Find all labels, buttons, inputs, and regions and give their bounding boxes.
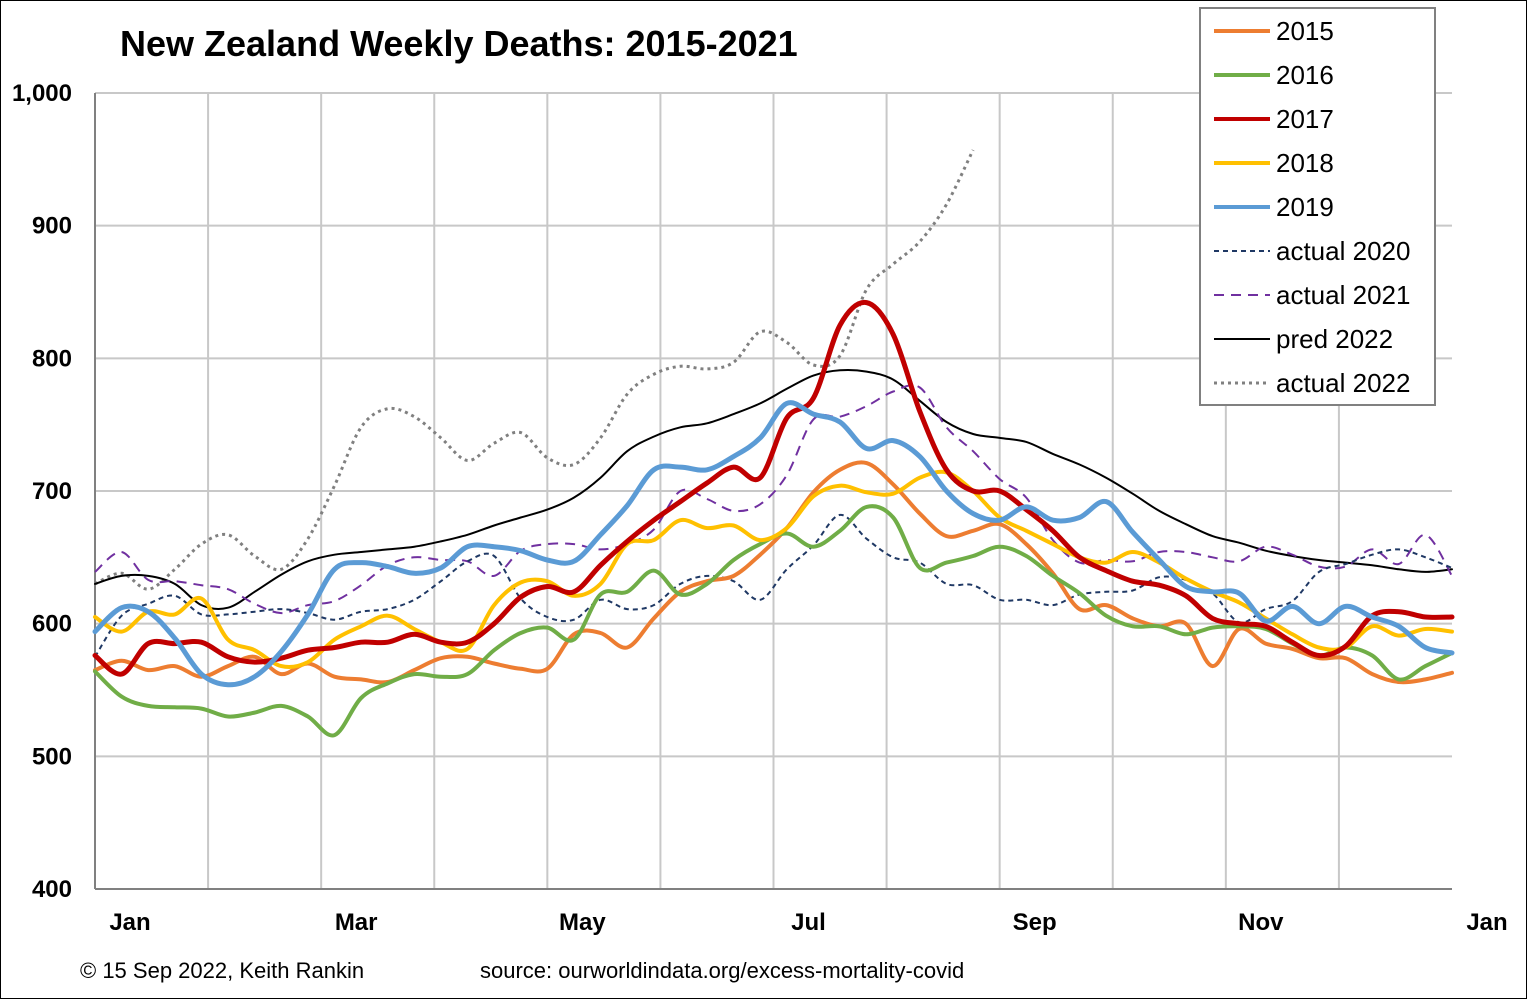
y-axis-ticks: 400 500 600 700 800 900 1,000	[12, 80, 72, 903]
series-line-2018	[93, 469, 1454, 669]
series-line-2019	[92, 400, 1455, 688]
legend-label: 2019	[1276, 192, 1334, 222]
series-line-pred-2022	[94, 368, 1453, 610]
x-tick-label: Mar	[335, 909, 378, 936]
chart-title: New Zealand Weekly Deaths: 2015-2021	[120, 23, 798, 64]
y-tick-label: 1,000	[12, 80, 72, 107]
series-line-2017	[92, 299, 1455, 677]
y-tick-label: 600	[32, 611, 72, 638]
legend-label: 2017	[1276, 104, 1334, 134]
footer-copyright: © 15 Sep 2022, Keith Rankin	[80, 958, 364, 983]
series-line-2015	[93, 460, 1454, 685]
y-tick-label: 700	[32, 478, 72, 505]
legend-label: actual 2020	[1276, 236, 1410, 266]
series-line-actual-2021	[94, 384, 1453, 615]
legend-label: 2018	[1276, 148, 1334, 178]
legend: 2015 2016 2017 2018 2019 actual 2020 actual 20…	[1199, 7, 1436, 406]
legend-label: actual 2021	[1276, 280, 1410, 310]
axes	[94, 93, 1452, 890]
y-tick-label: 800	[32, 345, 72, 372]
y-tick-label: 900	[32, 213, 72, 240]
series-line-actual-2020	[94, 513, 1453, 658]
legend-label: pred 2022	[1276, 324, 1393, 354]
series-line-actual-2022	[94, 149, 975, 591]
x-tick-label: Nov	[1238, 909, 1284, 936]
footer-source: source: ourworldindata.org/excess-mortal…	[480, 958, 964, 983]
x-tick-label: May	[559, 909, 606, 936]
legend-label: actual 2022	[1276, 368, 1410, 398]
series-lines	[92, 149, 1455, 738]
x-tick-label: Jan	[109, 909, 150, 936]
y-tick-label: 400	[32, 876, 72, 903]
legend-label: 2016	[1276, 60, 1334, 90]
x-axis-ticks: Jan Mar May Jul Sep Nov Jan	[109, 909, 1507, 936]
legend-label: 2015	[1276, 16, 1334, 46]
x-tick-label: Sep	[1013, 909, 1057, 936]
y-tick-label: 500	[32, 743, 72, 770]
x-tick-label: Jul	[791, 909, 826, 936]
x-tick-label: Jan	[1466, 909, 1507, 936]
